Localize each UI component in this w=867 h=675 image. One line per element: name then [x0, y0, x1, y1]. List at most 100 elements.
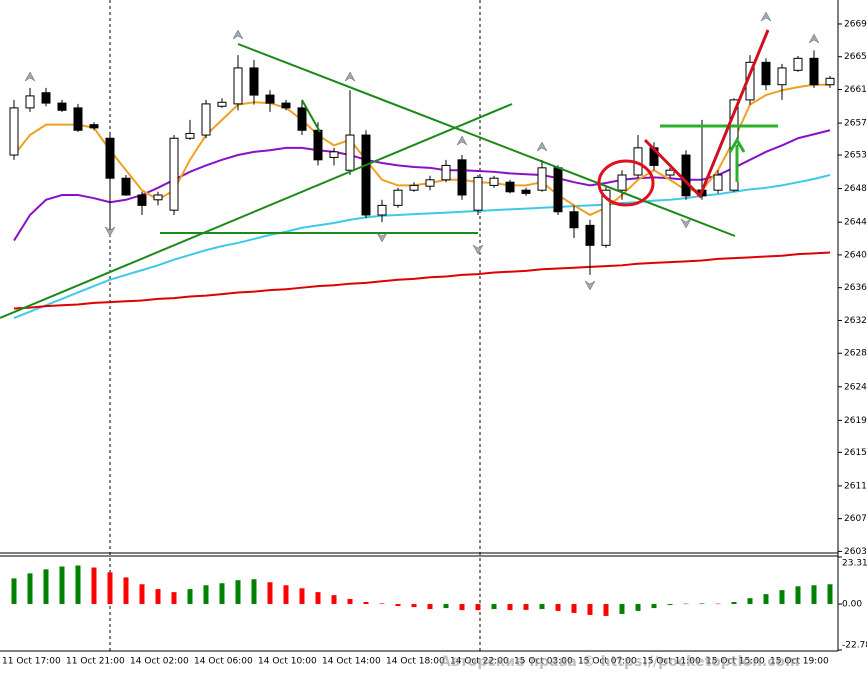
histogram-bar	[107, 572, 113, 605]
moving-average	[13, 251, 831, 310]
candle-body	[809, 57, 819, 86]
histogram-bar	[651, 604, 657, 609]
candle-body	[41, 92, 51, 104]
x-tick-label: 14 Oct 22:00	[450, 657, 509, 667]
candle-body	[105, 137, 115, 179]
candle-body	[553, 167, 563, 213]
candle-body	[281, 102, 291, 109]
candle-body	[265, 94, 275, 104]
histogram-bar	[267, 582, 273, 605]
fractal-up	[456, 135, 468, 146]
candle-body	[9, 107, 19, 156]
candle-body	[393, 189, 403, 206]
histogram-bar	[571, 604, 577, 613]
fractal-up	[24, 71, 36, 82]
candle-body	[297, 107, 307, 131]
y-tick-label: -22.78	[842, 641, 867, 651]
fractal-down	[472, 244, 484, 255]
moving-average	[13, 174, 831, 319]
y-tick-label: 2640	[844, 250, 867, 260]
histogram-bar	[763, 594, 769, 605]
y-tick-label: 2615	[844, 448, 867, 458]
fractal-down	[376, 232, 388, 243]
y-tick-label: 2657	[844, 119, 867, 129]
candle-body	[121, 177, 131, 196]
y-tick-label: 2648	[844, 184, 867, 194]
histogram-bar	[235, 580, 241, 605]
y-tick-label: 2628	[844, 349, 867, 359]
x-tick-label: 14 Oct 06:00	[194, 657, 253, 667]
candle-body	[617, 174, 627, 191]
histogram-bar	[123, 577, 129, 605]
candle-body	[505, 181, 515, 193]
candle-body	[473, 176, 483, 211]
histogram-bar	[363, 602, 369, 605]
highlight-circle	[597, 159, 655, 207]
histogram-bar	[331, 595, 337, 605]
histogram-bar	[683, 603, 689, 605]
histogram-bar	[539, 604, 545, 610]
histogram-bar	[811, 585, 817, 605]
candle-body	[793, 57, 803, 71]
histogram-bar	[507, 604, 513, 611]
x-tick-label: 14 Oct 10:00	[258, 657, 317, 667]
candle-body	[585, 224, 595, 246]
histogram-bar	[795, 586, 801, 605]
candle-body	[425, 179, 435, 187]
histogram-bar	[827, 584, 833, 605]
histogram-bar	[667, 604, 673, 606]
x-tick-label: 14 Oct 14:00	[322, 657, 381, 667]
histogram-bar	[299, 588, 305, 605]
y-tick-label: 2607	[844, 514, 867, 524]
histogram-bar	[219, 583, 225, 605]
candle-body	[601, 189, 611, 246]
candle-body	[457, 159, 467, 196]
y-tick-label: 2619	[844, 416, 867, 426]
histogram-bar	[731, 602, 737, 605]
candle-body	[217, 101, 227, 107]
fractal-up	[760, 11, 772, 22]
candle-body	[665, 169, 675, 176]
fractal-down	[584, 280, 596, 291]
histogram-bar	[395, 604, 401, 607]
histogram-bar	[155, 589, 161, 605]
y-tick-label: 2661	[844, 85, 867, 95]
candle-body	[569, 211, 579, 229]
fractal-up	[232, 29, 244, 40]
y-tick-label: 2653	[844, 151, 867, 161]
histogram-bar	[619, 604, 625, 614]
candle-body	[377, 204, 387, 216]
y-tick-label: 2603	[844, 547, 867, 557]
candle-body	[713, 174, 723, 191]
x-tick-label: 11 Oct 21:00	[66, 657, 125, 667]
y-tick-label: 2624	[844, 382, 867, 392]
histogram-bar	[427, 604, 433, 610]
histogram-bar	[347, 598, 353, 605]
candle-body	[185, 132, 195, 139]
fractal-down	[104, 226, 116, 237]
y-tick-label: 0.00	[842, 600, 862, 610]
fractal-down	[680, 218, 692, 229]
x-tick-label: 14 Oct 02:00	[130, 657, 189, 667]
up-arrow	[728, 137, 746, 182]
candle-body	[25, 95, 35, 109]
histogram-bar	[139, 584, 145, 605]
histogram-bar	[75, 565, 81, 605]
histogram-bar	[43, 569, 49, 605]
y-tick-label: 2632	[844, 316, 867, 326]
x-tick-label: 15 Oct 07:00	[578, 657, 637, 667]
histogram-bar	[411, 604, 417, 608]
candle-body	[137, 194, 147, 206]
candle-body	[57, 102, 67, 111]
candle-body	[521, 189, 531, 194]
y-tick-label: 2636	[844, 283, 867, 293]
candle-body	[761, 61, 771, 86]
x-tick-label: 15 Oct 11:00	[642, 657, 701, 667]
candle-body	[489, 177, 499, 186]
fractal-up	[536, 141, 548, 152]
frame	[0, 0, 839, 652]
histogram-bar	[91, 567, 97, 605]
histogram-bar	[747, 598, 753, 605]
histogram-bar	[251, 579, 257, 605]
